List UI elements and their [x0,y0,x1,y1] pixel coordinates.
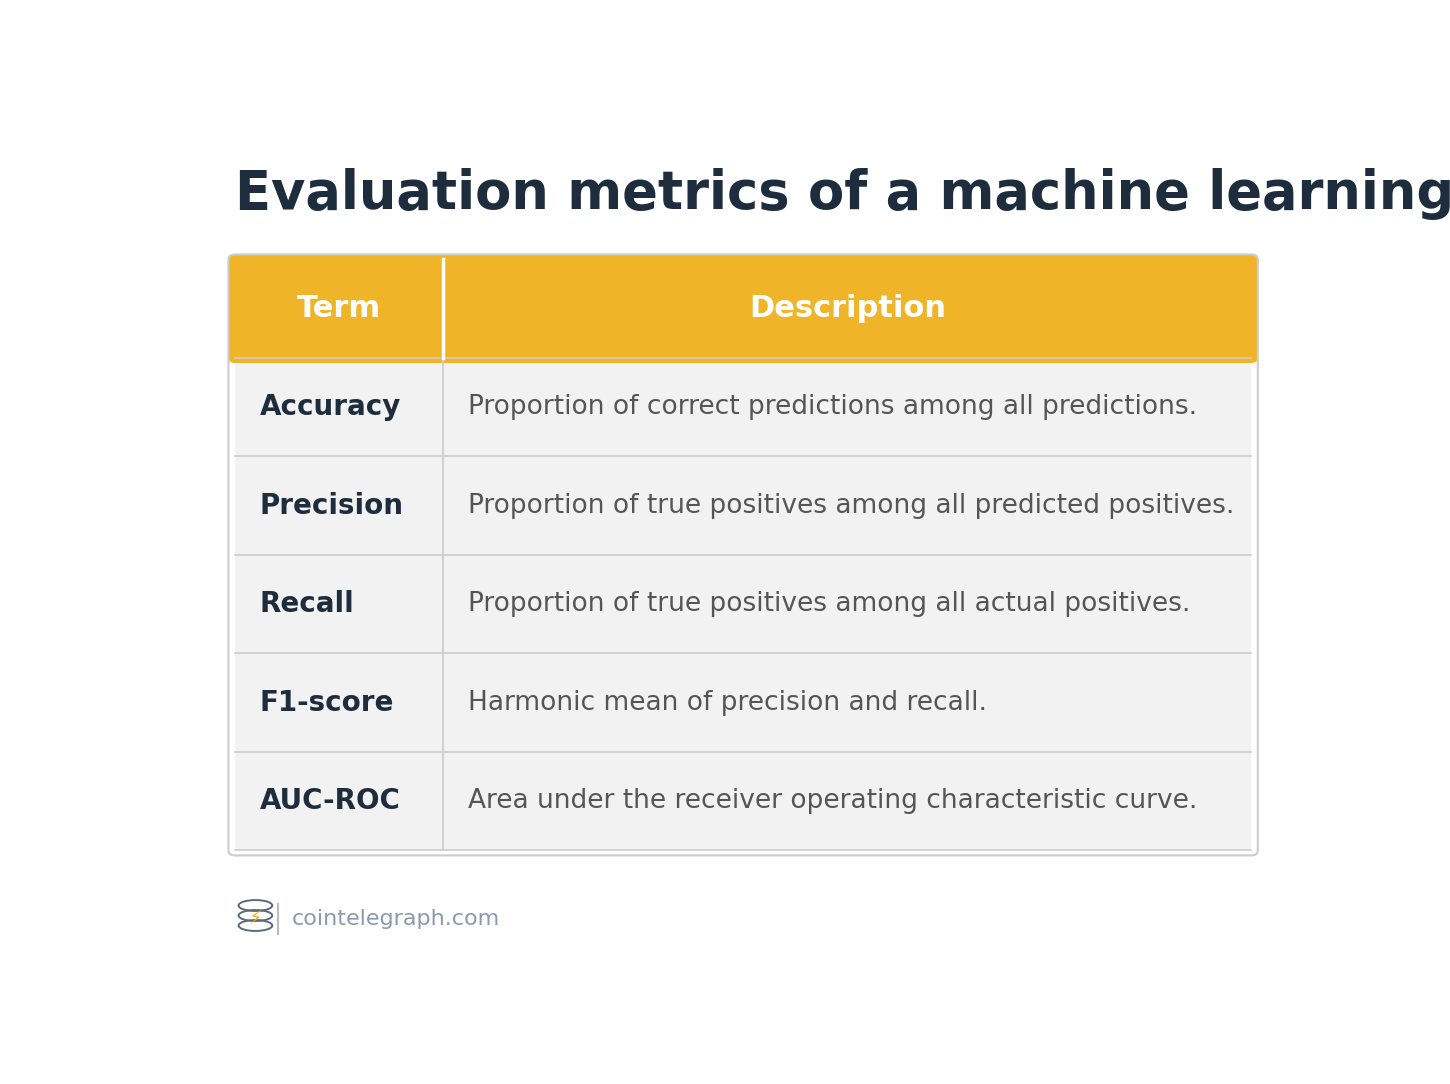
Text: Proportion of true positives among all actual positives.: Proportion of true positives among all a… [468,591,1190,617]
Text: Harmonic mean of precision and recall.: Harmonic mean of precision and recall. [468,689,987,715]
Bar [235,752,1251,851]
Text: cointelegraph.com: cointelegraph.com [291,908,500,929]
Text: Proportion of correct predictions among all predictions.: Proportion of correct predictions among … [468,395,1198,421]
FancyBboxPatch shape [229,255,1257,363]
Bar [235,555,1251,654]
Bar [235,456,1251,555]
Text: Precision: Precision [260,492,405,519]
Text: Evaluation metrics of a machine learning model: Evaluation metrics of a machine learning… [235,168,1450,220]
Text: Proportion of true positives among all predicted positives.: Proportion of true positives among all p… [468,493,1234,518]
Bar [235,654,1251,752]
Bar [235,319,1251,358]
Text: ⚡: ⚡ [248,909,262,928]
Bar [235,259,1251,851]
Text: Recall: Recall [260,590,355,618]
Text: Accuracy: Accuracy [260,393,402,422]
Text: AUC-ROC: AUC-ROC [260,787,400,815]
Bar [235,358,1251,456]
Text: F1-score: F1-score [260,688,394,717]
Text: Area under the receiver operating characteristic curve.: Area under the receiver operating charac… [468,788,1198,814]
Text: Description: Description [748,294,945,323]
Text: Term: Term [297,294,381,323]
